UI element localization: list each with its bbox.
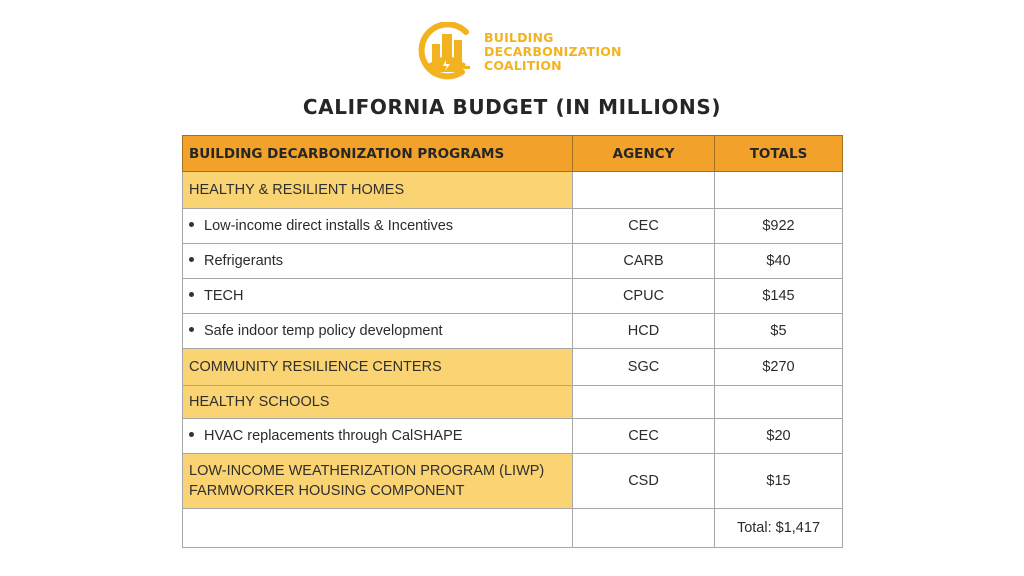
total-cell (714, 171, 843, 209)
bullet-icon (189, 256, 194, 262)
program-category: COMMUNITY RESILIENCE CENTERS (182, 348, 573, 386)
agency-cell: CARB (572, 243, 715, 279)
page-title: CALIFORNIA BUDGET (IN MILLIONS) (302, 95, 722, 119)
table-row: HEALTHY & RESILIENT HOMES (182, 171, 843, 209)
column-header-totals: TOTALS (714, 135, 843, 172)
agency-cell: CEC (572, 418, 715, 454)
total-cell (714, 385, 843, 419)
table-row: LOW-INCOME WEATHERIZATION PROGRAM (LIWP)… (182, 453, 843, 509)
total-cell: $5 (714, 313, 843, 349)
total-cell: $20 (714, 418, 843, 454)
program-item: TECH (182, 278, 573, 314)
program-item-label: HVAC replacements through CalSHAPE (204, 428, 463, 444)
program-item: Low-income direct installs & Incentives (182, 208, 573, 244)
agency-cell: HCD (572, 313, 715, 349)
table-row: HEALTHY SCHOOLS (182, 385, 843, 419)
table-row: Low-income direct installs & Incentives … (182, 208, 843, 244)
bullet-icon (189, 291, 194, 297)
table-row: COMMUNITY RESILIENCE CENTERS SGC $270 (182, 348, 843, 386)
agency-cell: SGC (572, 348, 715, 386)
grand-total: Total: $1,417 (714, 508, 843, 548)
total-cell: $40 (714, 243, 843, 279)
table-row: HVAC replacements through CalSHAPE CEC $… (182, 418, 843, 454)
program-item: HVAC replacements through CalSHAPE (182, 418, 573, 454)
logo-line: BUILDING (484, 30, 554, 45)
column-header-agency: AGENCY (572, 135, 715, 172)
logo-line: DECARBONIZATION (484, 44, 622, 59)
total-cell: $145 (714, 278, 843, 314)
program-item-label: TECH (204, 288, 244, 304)
table-row: Refrigerants CARB $40 (182, 243, 843, 279)
logo-wordmark: BUILDING DECARBONIZATION COALITION (484, 31, 622, 73)
agency-cell: CSD (572, 453, 715, 509)
program-item: Safe indoor temp policy development (182, 313, 573, 349)
budget-table: BUILDING DECARBONIZATION PROGRAMS AGENCY… (182, 135, 843, 548)
program-category: HEALTHY SCHOOLS (182, 385, 573, 419)
program-category: HEALTHY & RESILIENT HOMES (182, 171, 573, 209)
agency-cell: CPUC (572, 278, 715, 314)
total-cell: $15 (714, 453, 843, 509)
grand-total-row: Total: $1,417 (182, 508, 843, 548)
program-item-label: Safe indoor temp policy development (204, 323, 443, 339)
total-cell: $270 (714, 348, 843, 386)
agency-cell (572, 171, 715, 209)
total-cell: $922 (714, 208, 843, 244)
bullet-icon (189, 221, 194, 227)
building-plug-logo-icon (418, 22, 470, 80)
coalition-logo: BUILDING DECARBONIZATION COALITION (416, 22, 621, 82)
agency-cell (572, 385, 715, 419)
logo-line: COALITION (484, 58, 562, 73)
program-item-label: Refrigerants (204, 253, 283, 269)
program-item-label: Low-income direct installs & Incentives (204, 218, 454, 234)
table-row: TECH CPUC $145 (182, 278, 843, 314)
table-row: Safe indoor temp policy development HCD … (182, 313, 843, 349)
empty-cell (572, 508, 715, 548)
bullet-icon (189, 431, 194, 437)
agency-cell: CEC (572, 208, 715, 244)
program-category: LOW-INCOME WEATHERIZATION PROGRAM (LIWP)… (182, 453, 573, 509)
bullet-icon (189, 326, 194, 332)
program-item: Refrigerants (182, 243, 573, 279)
column-header-programs: BUILDING DECARBONIZATION PROGRAMS (182, 135, 573, 172)
empty-cell (182, 508, 573, 548)
table-header-row: BUILDING DECARBONIZATION PROGRAMS AGENCY… (182, 135, 843, 172)
